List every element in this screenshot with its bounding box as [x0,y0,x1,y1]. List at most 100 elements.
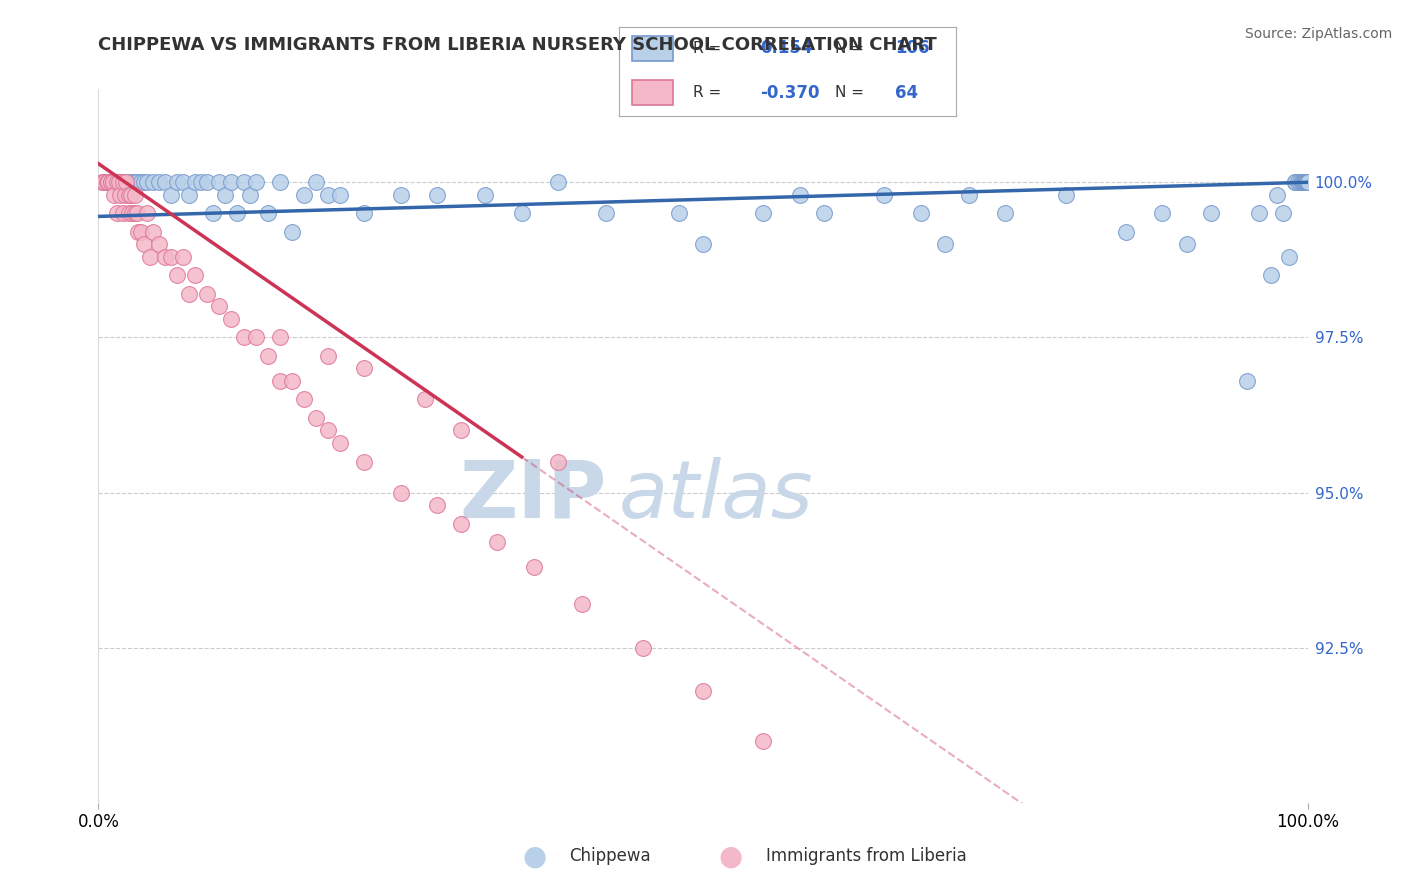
Point [111,175,134,189]
Point [153,250,176,264]
Point [1296,175,1319,189]
Point [96,175,118,189]
Point [214,187,236,202]
Point [547,454,569,468]
Point [292,392,315,407]
Point [450,516,472,531]
Point [305,411,328,425]
Point [486,535,509,549]
Point [1295,175,1317,189]
Point [115,175,138,189]
Point [571,597,593,611]
Point [127,206,149,220]
Point [269,175,291,189]
Point [1296,175,1319,189]
Point [221,311,243,326]
Point [108,175,131,189]
Point [129,225,152,239]
Point [1296,175,1319,189]
Point [100,175,122,189]
Bar [633,36,672,61]
Point [97,175,120,189]
Point [93,175,115,189]
Point [1296,175,1319,189]
Point [179,287,201,301]
Point [910,206,932,220]
Point [118,187,141,202]
Bar [633,80,672,105]
Text: -0.370: -0.370 [761,84,820,102]
Point [450,424,472,438]
Point [97,175,120,189]
Point [1296,175,1319,189]
Point [873,187,896,202]
Point [1054,187,1077,202]
Point [474,187,496,202]
Point [292,187,315,202]
Point [135,206,157,220]
Point [184,175,207,189]
Point [148,175,170,189]
Point [1296,175,1319,189]
Point [1292,175,1315,189]
Point [111,206,134,220]
Point [142,225,165,239]
Point [118,206,141,220]
Point [1296,175,1319,189]
Text: ●: ● [718,842,744,871]
Point [1294,175,1316,189]
Point [1272,206,1295,220]
Text: 64: 64 [896,84,918,102]
Text: Chippewa: Chippewa [569,847,651,865]
Point [172,250,194,264]
Point [1291,175,1313,189]
Point [329,436,352,450]
Point [105,175,128,189]
Point [226,206,249,220]
Point [135,175,157,189]
Text: N =: N = [835,41,863,55]
Point [221,175,243,189]
Point [1296,175,1319,189]
Point [316,424,339,438]
Point [1175,237,1198,252]
Point [208,299,231,313]
Point [316,349,339,363]
Point [994,206,1017,220]
Text: 0.154: 0.154 [761,39,813,57]
Point [121,175,143,189]
Point [208,175,231,189]
Point [1296,175,1319,189]
Point [1296,175,1319,189]
Point [160,250,183,264]
Point [101,175,124,189]
Point [108,187,131,202]
Point [1296,175,1319,189]
Point [120,187,142,202]
Point [93,175,115,189]
Point [389,485,412,500]
Point [124,206,146,220]
Point [1296,175,1319,189]
Point [1249,206,1271,220]
Point [101,175,124,189]
Point [114,187,136,202]
Text: N =: N = [835,86,863,100]
Point [160,187,183,202]
Point [1296,175,1319,189]
Text: ●: ● [522,842,547,871]
Point [142,175,165,189]
Point [1294,175,1316,189]
Point [232,330,254,344]
Point [184,268,207,283]
Point [1284,175,1306,189]
Point [426,498,449,512]
Point [239,187,262,202]
Point [1296,175,1319,189]
Point [631,640,654,655]
Point [153,175,176,189]
Point [127,225,149,239]
Point [353,206,375,220]
Point [1296,175,1319,189]
Point [91,175,114,189]
